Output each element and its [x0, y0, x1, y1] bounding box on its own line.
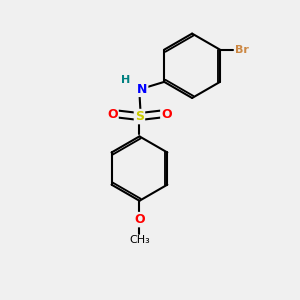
Text: Br: Br	[235, 45, 249, 55]
Text: O: O	[134, 213, 145, 226]
Text: S: S	[135, 110, 144, 123]
Text: CH₃: CH₃	[129, 236, 150, 245]
Text: O: O	[107, 108, 118, 121]
Text: H: H	[122, 75, 131, 85]
Text: O: O	[161, 108, 172, 121]
Text: N: N	[137, 83, 147, 96]
